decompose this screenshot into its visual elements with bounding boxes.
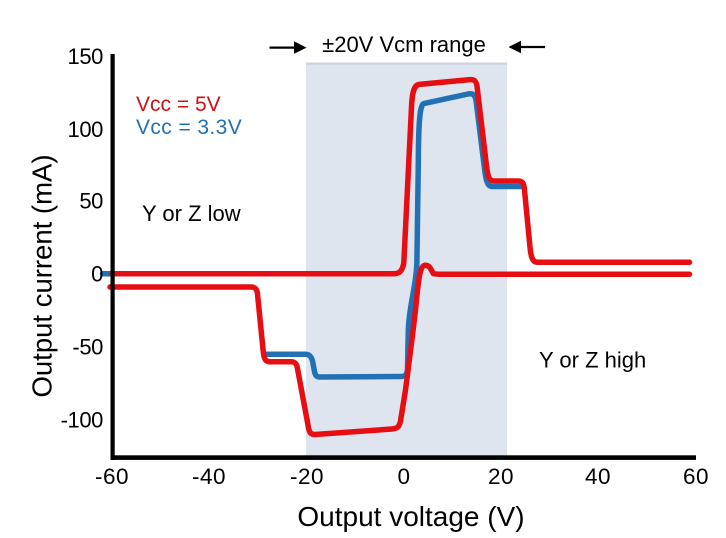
svg-text:0: 0: [397, 464, 410, 489]
svg-text:100: 100: [67, 117, 103, 142]
svg-text:-20: -20: [290, 464, 324, 489]
svg-text:Output current (mA): Output current (mA): [27, 155, 58, 398]
svg-text:Vcc = 3.3V: Vcc = 3.3V: [136, 116, 242, 139]
svg-text:60: 60: [683, 464, 709, 489]
svg-text:-50: -50: [72, 335, 103, 360]
svg-text:50: 50: [79, 189, 103, 214]
svg-text:-40: -40: [192, 464, 226, 489]
svg-text:20: 20: [488, 464, 514, 489]
svg-text:Y or Z high: Y or Z high: [539, 348, 646, 373]
svg-text:Vcc = 5V: Vcc = 5V: [136, 93, 221, 116]
svg-text:Output voltage (V): Output voltage (V): [297, 501, 524, 532]
svg-text:±20V Vcm range: ±20V Vcm range: [322, 32, 486, 57]
svg-text:40: 40: [585, 464, 611, 489]
svg-text:-60: -60: [95, 464, 129, 489]
svg-text:150: 150: [67, 44, 103, 69]
svg-text:-100: -100: [61, 408, 104, 433]
svg-text:Y or Z low: Y or Z low: [142, 201, 241, 226]
svg-text:0: 0: [91, 262, 103, 287]
